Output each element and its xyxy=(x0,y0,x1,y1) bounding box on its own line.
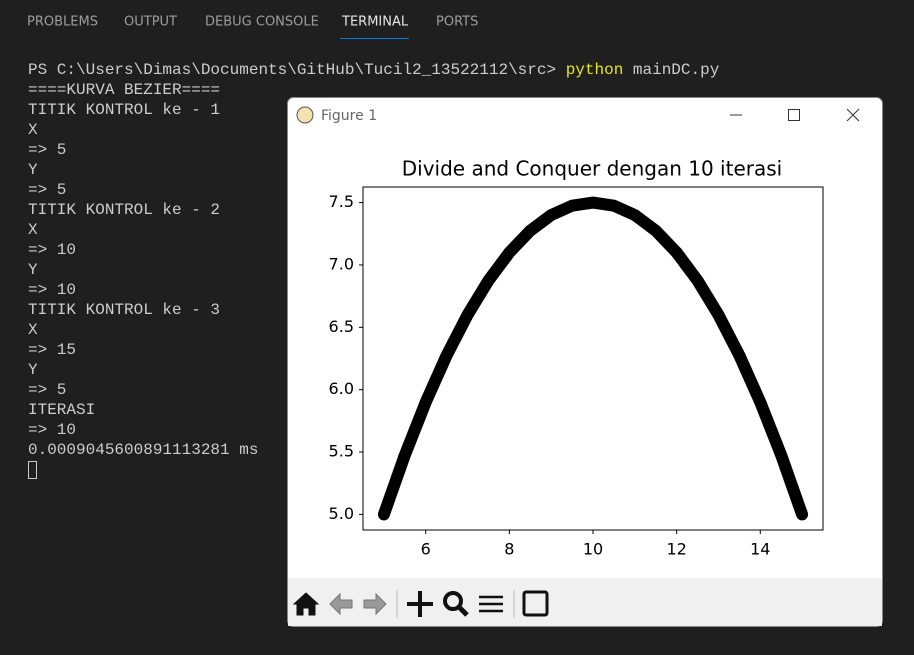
window-title: Figure 1 xyxy=(321,108,377,124)
y-tick-label: 7.5 xyxy=(329,192,354,211)
terminal-line: TITIK KONTROL ke - 3 xyxy=(28,301,220,319)
toolbar xyxy=(288,578,882,626)
configure-button[interactable] xyxy=(479,595,503,613)
argument: mainDC.py xyxy=(623,61,719,79)
x-tick-label: 14 xyxy=(750,540,770,559)
y-tick-label: 6.0 xyxy=(329,379,354,398)
zoom-handle xyxy=(457,605,469,617)
chart-title: Divide and Conquer dengan 10 iterasi xyxy=(402,157,782,181)
x-tick-label: 6 xyxy=(421,540,431,559)
window-frame xyxy=(287,97,883,627)
terminal-line: => 5 xyxy=(28,181,66,199)
y-tick-label: 7.0 xyxy=(329,254,354,273)
x-tick-label: 10 xyxy=(583,540,603,559)
x-tick-label: 8 xyxy=(504,540,514,559)
tab[interactable]: DEBUG CONSOLE xyxy=(205,15,319,30)
back-button[interactable] xyxy=(329,592,353,616)
terminal-output: ====KURVA BEZIER==== TITIK KONTROL ke - 1… xyxy=(28,81,258,459)
terminal-line: Y xyxy=(28,361,38,379)
terminal-line: X xyxy=(28,321,38,339)
save-button[interactable] xyxy=(522,590,549,617)
terminal-line: Y xyxy=(28,261,38,279)
x-tick-label: 12 xyxy=(666,540,686,559)
terminal-line: => 10 xyxy=(28,241,76,259)
prompt-line: PS C:\Users\Dimas\Documents\GitHub\Tucil… xyxy=(28,61,720,79)
terminal-line: TITIK KONTROL ke - 1 xyxy=(28,101,220,119)
window-icon xyxy=(296,106,314,124)
forward-button[interactable] xyxy=(363,592,387,616)
pan-button[interactable] xyxy=(407,591,433,617)
zoom-button[interactable] xyxy=(443,591,463,611)
tab[interactable]: PORTS xyxy=(436,15,478,30)
curve xyxy=(377,196,809,521)
terminal-line: ITERASI xyxy=(28,401,95,419)
terminal-line: X xyxy=(28,121,38,139)
close-button[interactable] xyxy=(846,108,860,122)
terminal-line: TITIK KONTROL ke - 2 xyxy=(28,201,220,219)
tab[interactable]: OUTPUT xyxy=(124,15,177,30)
y-tick-label: 5.5 xyxy=(329,442,354,461)
terminal-line: => 5 xyxy=(28,381,66,399)
home-button[interactable] xyxy=(292,592,320,616)
tab[interactable]: TERMINAL xyxy=(341,15,409,30)
terminal-line: => 10 xyxy=(28,281,76,299)
terminal-line: => 5 xyxy=(28,141,66,159)
terminal-line: X xyxy=(28,221,38,239)
terminal-line: => 15 xyxy=(28,341,76,359)
y-tick-label: 5.0 xyxy=(329,504,354,523)
prompt: PS C:\Users\Dimas\Documents\GitHub\Tucil… xyxy=(28,61,566,79)
terminal-line: Y xyxy=(28,161,38,179)
tab[interactable]: PROBLEMS xyxy=(27,15,98,30)
y-tick-label: 6.5 xyxy=(329,317,354,336)
figure-window: Figure 1 xyxy=(287,97,883,627)
command: python xyxy=(566,61,624,79)
maximize-button[interactable] xyxy=(788,109,800,121)
cursor xyxy=(28,461,37,479)
toolbar-icons xyxy=(292,590,549,618)
terminal-line: 0.0009045600891113281 ms xyxy=(28,441,258,459)
terminal-line: => 10 xyxy=(28,421,76,439)
terminal-line: ====KURVA BEZIER==== xyxy=(28,81,220,99)
